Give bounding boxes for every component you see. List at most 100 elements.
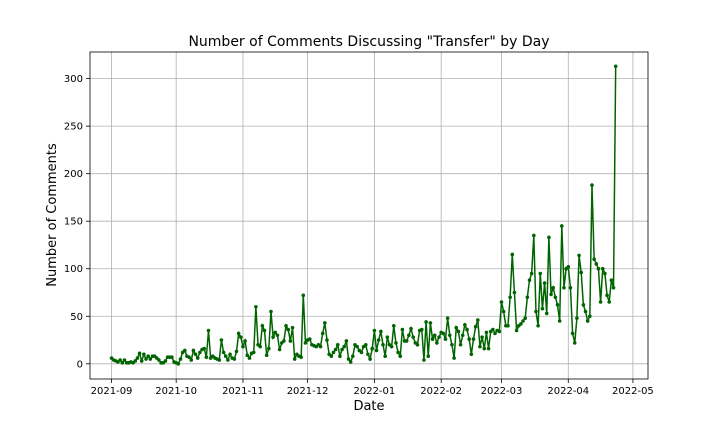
data-point [269,309,273,314]
data-point [370,346,375,351]
data-point [163,359,168,363]
data-point [333,347,338,352]
data-point [303,341,308,345]
data-point [454,325,459,330]
data-point [359,350,364,355]
y-tick-label: 300 [64,74,83,85]
data-point [585,319,590,323]
data-point [376,338,381,342]
data-point [443,337,448,341]
data-point [441,331,446,336]
data-point [262,328,267,333]
data-point [335,342,340,347]
data-point [258,344,263,349]
data-point [501,309,506,314]
x-tick-label: 2021-11 [222,386,264,397]
data-point [398,354,403,358]
series-line [111,66,617,365]
data-point [532,233,536,238]
data-point [379,329,383,334]
data-point [247,356,252,360]
data-point [562,285,566,290]
data-point [486,346,491,351]
data-point [284,323,288,328]
data-point [445,316,450,320]
data-point [430,337,435,341]
data-point [385,335,390,339]
data-point [340,347,344,352]
data-point [254,304,258,309]
data-point [394,341,398,345]
y-axis-label: Number of Comments [45,143,60,287]
data-point [239,335,243,339]
x-tick-label: 2022-04 [547,386,589,397]
data-point [374,348,379,353]
data-point [148,357,153,361]
data-point [570,331,575,336]
data-point [590,183,594,187]
data-point [318,344,323,349]
data-point [499,300,504,304]
data-point [581,303,586,307]
data-point [189,358,194,362]
data-point [206,328,211,333]
data-point [506,323,510,328]
data-point [146,354,150,358]
data-point [560,224,564,228]
y-tick-label: 100 [64,264,83,275]
data-point [607,300,612,304]
data-point [525,295,530,300]
data-point [144,357,148,361]
data-point [437,335,441,339]
data-point [346,357,351,361]
data-point [432,333,437,338]
data-point [178,357,183,361]
x-tick-label: 2022-01 [353,386,395,397]
data-point [426,354,431,358]
data-point [290,325,295,330]
data-point [232,357,237,361]
data-point [609,278,614,282]
data-point [493,331,497,336]
data-point [325,338,329,342]
data-point [456,329,461,334]
y-tick-label: 50 [70,312,83,323]
data-point [415,342,420,347]
data-point [389,344,394,349]
data-point [120,361,125,365]
data-point [245,353,250,358]
data-point [435,341,439,345]
data-point [469,352,474,357]
data-point [342,344,347,349]
data-point [598,300,603,304]
data-point [400,327,405,332]
data-point [407,333,411,338]
data-point [223,354,228,358]
data-point [557,319,562,323]
data-point [510,252,515,257]
data-point [553,295,558,300]
data-point [396,350,400,355]
data-point [538,271,543,276]
data-point [572,341,577,345]
data-point [549,292,553,297]
y-tick-label: 250 [64,122,83,133]
data-point [170,355,174,359]
data-point [331,350,336,355]
data-point [575,316,579,320]
data-point [204,355,209,359]
data-point [286,327,291,332]
data-point [372,328,377,333]
data-point [273,330,278,335]
data-point [236,331,241,336]
data-point [282,339,286,343]
data-point [605,293,609,298]
data-point [264,353,269,358]
data-point [195,356,200,360]
data-point [260,323,265,328]
data-point [277,347,282,352]
data-point [409,326,413,331]
data-point [344,339,349,343]
data-point [221,350,226,355]
data-point [424,320,428,324]
